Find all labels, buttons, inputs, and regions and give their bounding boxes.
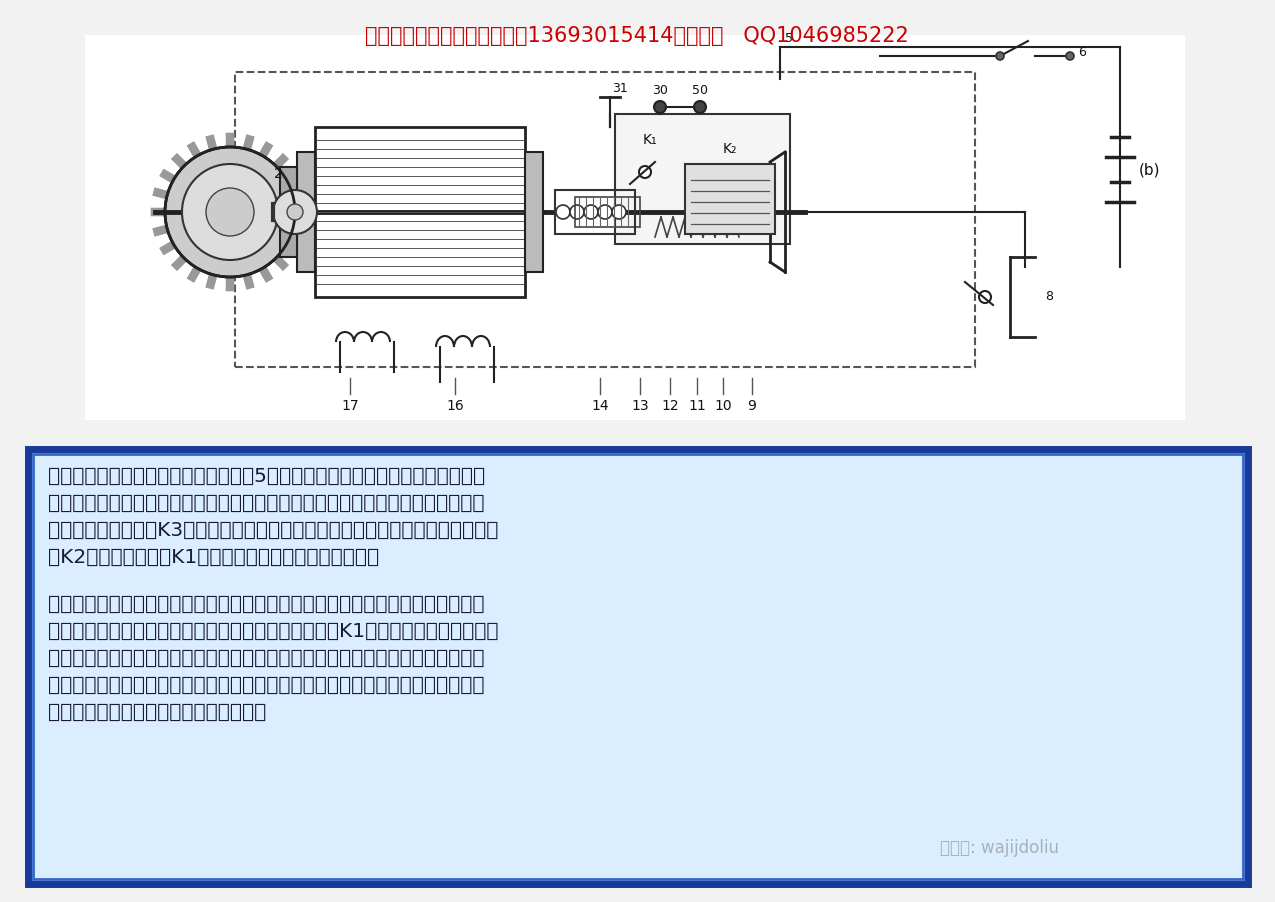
Circle shape [996, 52, 1003, 60]
Bar [615, 114, 790, 244]
Text: 制动绕组在启动机工作时不起作用，但发动机启动完毕、切断启动开关时，能使启: 制动绕组在启动机工作时不起作用，但发动机启动完毕、切断启动开关时，能使启 [48, 595, 484, 614]
Circle shape [182, 164, 278, 260]
Circle shape [694, 101, 706, 113]
Bar [235, 72, 975, 367]
Bar [33, 454, 1243, 879]
Text: 13: 13 [631, 399, 649, 413]
Text: 微信号: wajijdoliu: 微信号: wajijdoliu [940, 839, 1060, 857]
Text: 17: 17 [342, 399, 358, 413]
Bar [280, 167, 297, 257]
Text: K₂: K₂ [723, 142, 737, 156]
Circle shape [570, 205, 584, 219]
Text: 14: 14 [592, 399, 609, 413]
Text: (b): (b) [1140, 162, 1160, 178]
Bar [525, 152, 543, 272]
Text: 2: 2 [274, 167, 282, 181]
Circle shape [654, 101, 666, 113]
Text: 5: 5 [785, 32, 793, 45]
Circle shape [273, 190, 317, 234]
Circle shape [164, 147, 295, 277]
Text: 动机很快制动而停止转动，即启动开关切断后常闭触点K1闭合，制动绕组与电枢绕: 动机很快制动而停止转动，即启动开关切断后常闭触点K1闭合，制动绕组与电枢绕 [48, 622, 499, 641]
Bar [85, 35, 1184, 420]
Circle shape [979, 291, 991, 303]
Text: 断开启动开关后保持线圈和控制继电器5的磁力线圈的电路被切断，磁力消失，电: 断开启动开关后保持线圈和控制继电器5的磁力线圈的电路被切断，磁力消失，电 [48, 467, 484, 486]
Text: 11: 11 [688, 399, 706, 413]
Circle shape [287, 204, 303, 220]
Circle shape [612, 205, 626, 219]
Circle shape [207, 188, 254, 236]
Circle shape [556, 205, 570, 219]
Bar [315, 127, 525, 297]
Bar [575, 197, 640, 227]
Text: 16: 16 [446, 399, 464, 413]
Text: 老刘出售挖掘机维修资料电话13693015414（微信）   QQ1046985222: 老刘出售挖掘机维修资料电话13693015414（微信） QQ104698522… [365, 26, 909, 46]
Circle shape [584, 205, 598, 219]
Text: K₁: K₁ [643, 133, 658, 147]
Bar [685, 164, 775, 234]
Bar [555, 190, 635, 234]
Bar [297, 152, 315, 272]
Text: 能耗制动作用，使启动机迅速停止传动。: 能耗制动作用，使启动机迅速停止传动。 [48, 703, 266, 722]
Text: 组并联，启动机主电路虽已断开，但电枢由于惯性作用仍继续转动，以发电机状态: 组并联，启动机主电路虽已断开，但电枢由于惯性作用仍继续转动，以发电机状态 [48, 649, 484, 668]
Circle shape [639, 166, 652, 178]
Text: 位，电磁开关主触点K3打开，启动机主电路被切断。控制继电器电流中断时常开触: 位，电磁开关主触点K3打开，启动机主电路被切断。控制继电器电流中断时常开触 [48, 521, 499, 540]
Text: 运行，其电磁转矩方向因电枢内电流方向的改变而改变，与电枢旋转方向相反，起: 运行，其电磁转矩方向因电枢内电流方向的改变而改变，与电枢旋转方向相反，起 [48, 676, 484, 695]
Text: 6: 6 [1077, 47, 1086, 60]
Text: 9: 9 [747, 399, 756, 413]
Text: 磁开关中的活动铁芯与驱动齿轮均靠回位弹簧的弹力回到原来位置，扣爪也回到原: 磁开关中的活动铁芯与驱动齿轮均靠回位弹簧的弹力回到原来位置，扣爪也回到原 [48, 494, 484, 513]
Text: 10: 10 [714, 399, 732, 413]
Text: 30: 30 [652, 85, 668, 97]
Text: 点K2打开、常闭触点K1闭合，制动绕组与电枢绕组并联。: 点K2打开、常闭触点K1闭合，制动绕组与电枢绕组并联。 [48, 548, 379, 567]
Text: 8: 8 [1046, 290, 1053, 303]
Text: 31: 31 [612, 82, 627, 96]
Circle shape [1066, 52, 1074, 60]
Bar [28, 449, 1248, 884]
Text: 12: 12 [662, 399, 678, 413]
Text: 50: 50 [692, 85, 708, 97]
Circle shape [598, 205, 612, 219]
